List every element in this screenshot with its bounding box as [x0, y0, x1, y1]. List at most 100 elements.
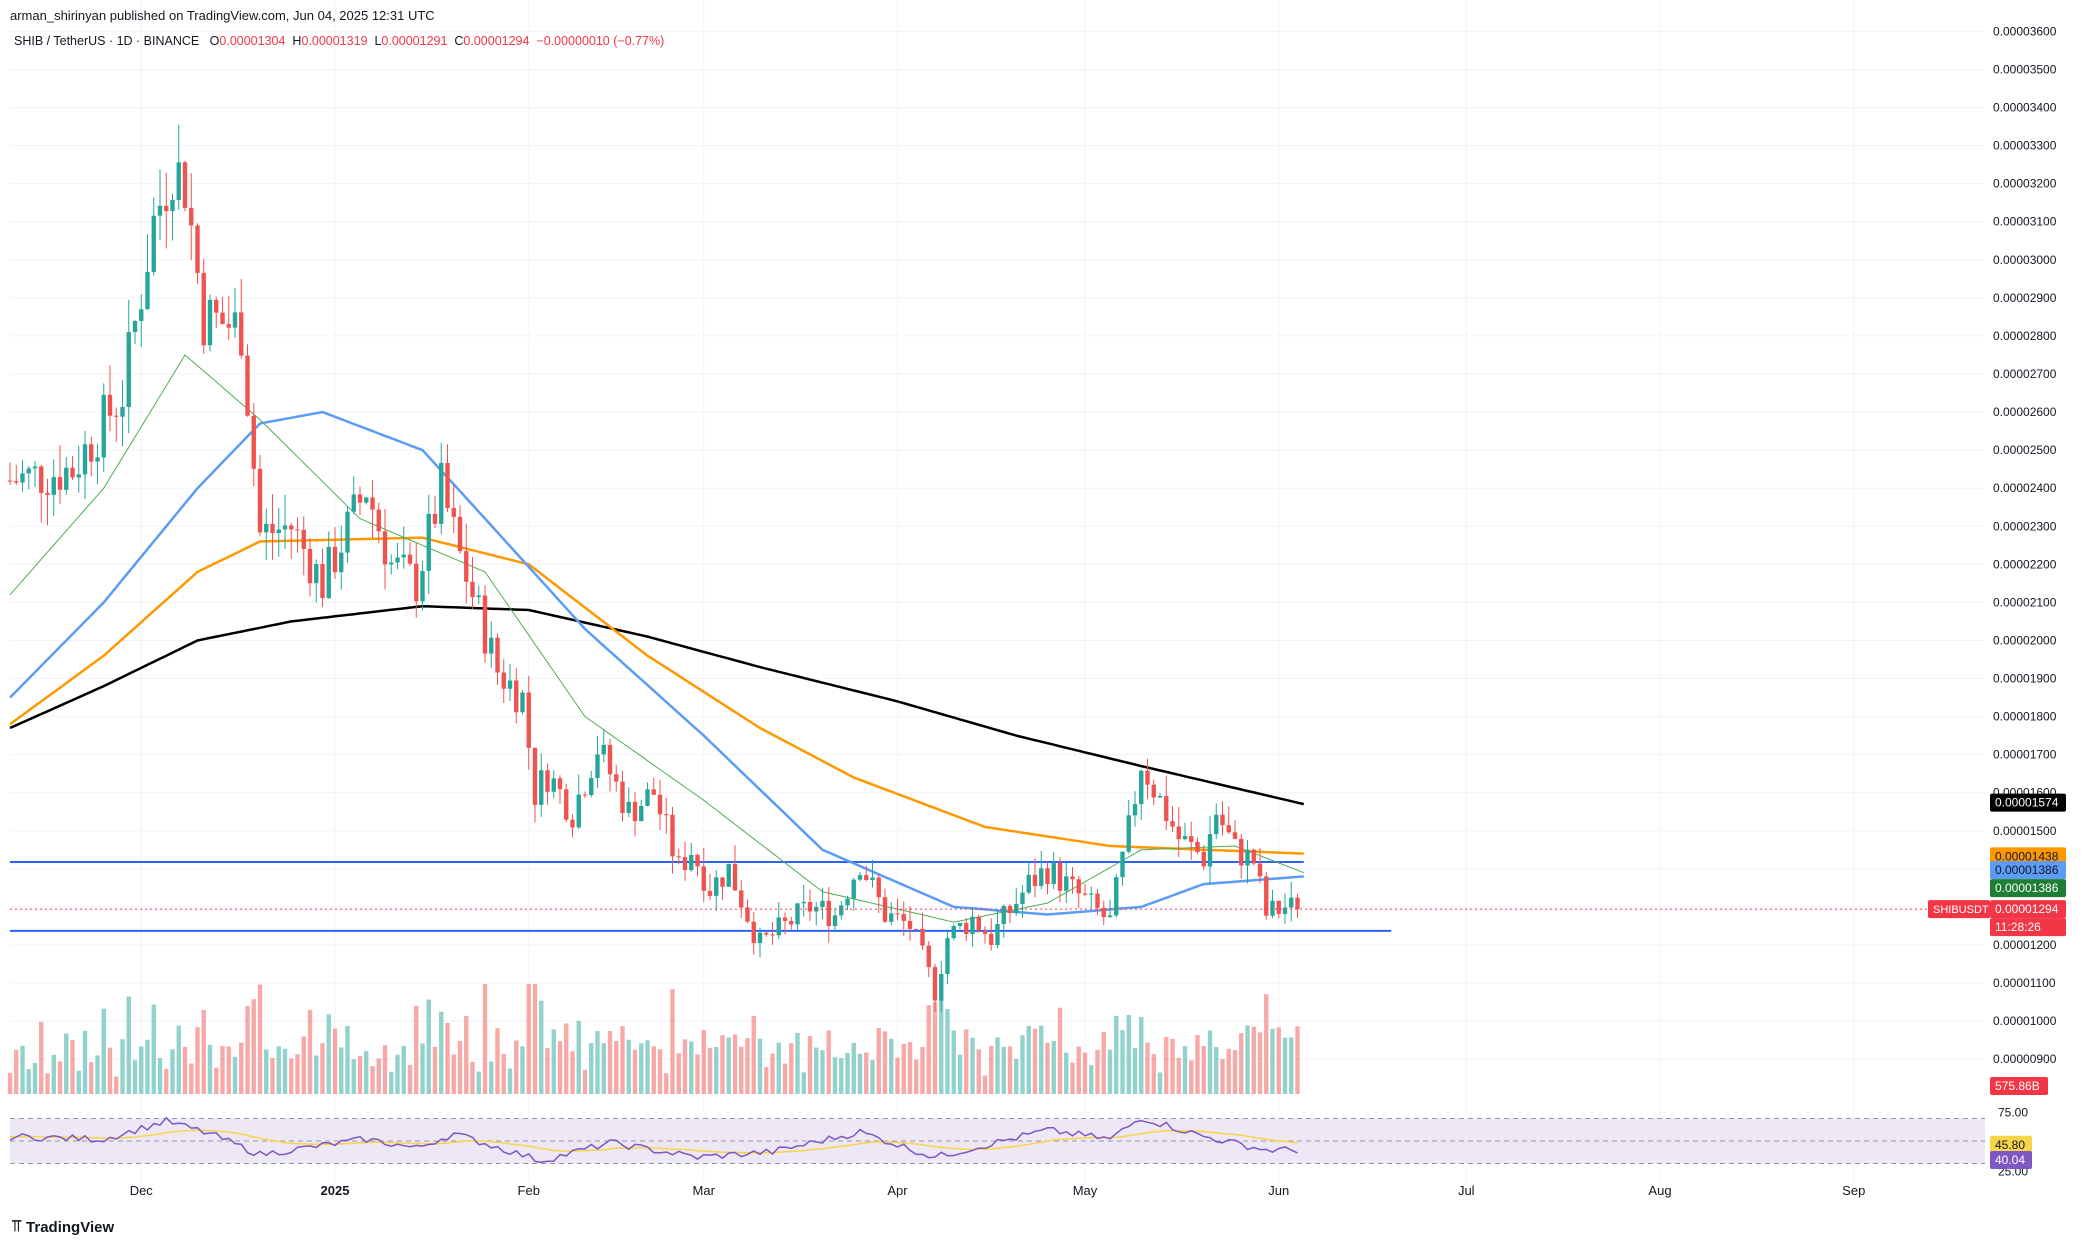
volume-tag: 575.86B — [1995, 1079, 2040, 1093]
candle-body — [376, 509, 381, 532]
candle-body — [1039, 868, 1044, 887]
candle-body — [695, 854, 700, 867]
volume-bar — [470, 1061, 475, 1094]
candle-body — [451, 508, 456, 517]
candle-body — [1214, 814, 1219, 835]
candle-body — [145, 272, 150, 310]
volume-bar — [614, 1041, 619, 1094]
low-label: L — [374, 34, 382, 48]
volume-bar — [582, 1069, 588, 1094]
volume-bar — [1207, 1030, 1213, 1094]
volume-bar — [1020, 1035, 1025, 1094]
volume-bar — [657, 1049, 663, 1094]
candle-body — [995, 923, 1000, 945]
candle-body — [1270, 900, 1275, 916]
candle-body — [470, 581, 475, 598]
volume-bar — [645, 1040, 650, 1094]
price-tag-bg — [1990, 847, 2066, 866]
volume-bar — [989, 1046, 994, 1094]
candle-body — [1176, 826, 1181, 840]
candle-body — [457, 516, 463, 552]
volume-bar — [745, 1038, 750, 1094]
candle-body — [489, 637, 494, 654]
volume-bar — [757, 1038, 763, 1094]
volume-bar — [320, 1043, 325, 1094]
volume-bar — [32, 1063, 38, 1094]
volume-bar — [151, 1004, 156, 1094]
candle-body — [945, 938, 950, 974]
volume-bar — [464, 1015, 469, 1094]
candle-body — [870, 877, 875, 880]
candle-body — [420, 570, 425, 602]
candle-body — [182, 162, 188, 208]
candle-body — [239, 312, 244, 356]
volume-bar — [195, 1027, 200, 1094]
close-value: 0.00001294 — [463, 34, 530, 48]
volume-bar — [1157, 1072, 1163, 1094]
price-tick-label: 0.00001200 — [1993, 938, 2057, 952]
price-tick-label: 0.00001100 — [1993, 976, 2056, 990]
close-label: C — [454, 34, 464, 48]
volume-bar — [832, 1057, 838, 1094]
candle-body — [14, 481, 19, 483]
candle-body — [751, 921, 756, 944]
candle-body — [507, 680, 513, 689]
candle-body — [114, 415, 119, 417]
volume-bar — [545, 1048, 550, 1094]
candle-body — [51, 477, 56, 495]
candle-body — [1051, 862, 1056, 885]
volume-bar — [864, 1052, 869, 1094]
volume-bar — [920, 1047, 925, 1094]
time-tick-label: Sep — [1842, 1183, 1865, 1198]
candle-body — [564, 789, 569, 820]
candle-body — [545, 770, 550, 792]
volume-bar — [782, 1063, 788, 1094]
candle-body — [820, 900, 825, 907]
candle-body — [789, 920, 794, 925]
volume-bar — [214, 1067, 219, 1094]
ohlc-legend: SHIB / TetherUS · 1D · BINANCE O0.000013… — [14, 34, 664, 48]
volume-bar — [564, 1023, 569, 1094]
time-tick-label: Feb — [518, 1183, 540, 1198]
tradingview-logo[interactable]: ⫪ TradingView — [12, 1218, 114, 1236]
candle-body — [1289, 897, 1294, 908]
volume-bar — [495, 1028, 500, 1094]
candle-body — [970, 916, 975, 934]
volume-bar — [1089, 1065, 1094, 1094]
volume-bar — [957, 1054, 963, 1094]
volume-bar — [45, 1073, 50, 1094]
horizontal-levels[interactable] — [10, 860, 1392, 932]
volume-bar — [770, 1053, 775, 1094]
price-tag-bg — [1990, 793, 2066, 812]
price-tick-label: 0.00003600 — [1993, 24, 2057, 38]
candle-body — [857, 875, 863, 880]
volume-bar — [226, 1046, 231, 1094]
candle-body — [389, 562, 394, 565]
volume-bar — [845, 1052, 850, 1094]
candle-body — [1120, 851, 1125, 878]
candle-body — [382, 531, 388, 565]
volume-bar — [532, 984, 538, 1094]
candle-body — [245, 355, 250, 416]
volume-bar — [176, 1025, 181, 1094]
symbol-name[interactable]: SHIB / TetherUS · 1D · BINANCE — [14, 34, 200, 48]
rsi-upper-label: 75.00 — [1998, 1106, 2028, 1120]
candle-body — [626, 801, 631, 814]
time-tick-label: May — [1073, 1183, 1098, 1198]
candle-body — [732, 863, 738, 891]
price-tick-label: 0.00002800 — [1993, 329, 2057, 343]
volume-bar — [270, 1058, 275, 1094]
price-tick-label: 0.00001500 — [1993, 824, 2057, 838]
price-tick-label: 0.00001000 — [1993, 1014, 2057, 1028]
candle-body — [476, 595, 481, 598]
volume-bar — [970, 1037, 975, 1094]
time-axis[interactable]: Dec 2025 Feb Mar Apr May Jun Jul Aug Sep — [130, 1183, 1866, 1198]
price-tag: 0.00001294 — [1995, 902, 2059, 916]
candle-body — [520, 692, 525, 713]
price-axis[interactable]: 0.00000900 0.00001000 0.00001100 0.00001200… — [1993, 24, 2057, 1178]
rsi-band — [10, 1118, 1985, 1164]
rsi-ma-line — [10, 1129, 1298, 1154]
candle-body — [364, 497, 369, 503]
candle-body — [682, 857, 688, 871]
